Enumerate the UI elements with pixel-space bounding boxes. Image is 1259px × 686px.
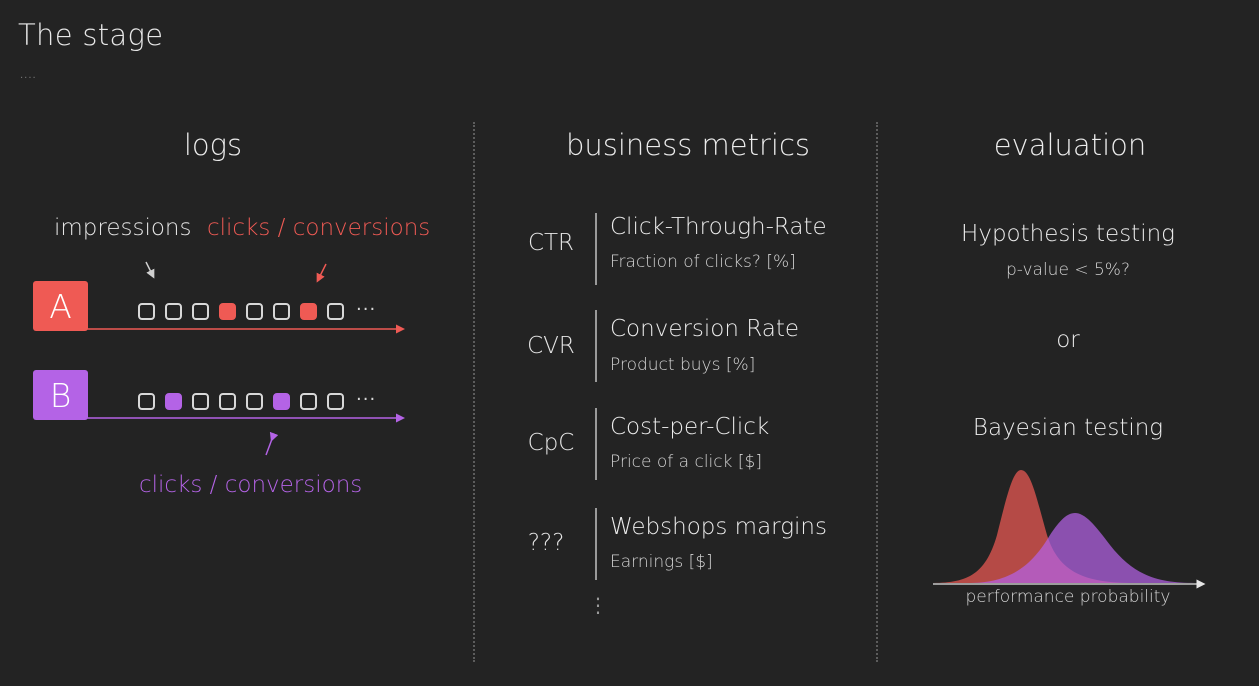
bayesian-testing-label: Bayesian testing (972, 415, 1164, 441)
metric-bar (595, 310, 597, 382)
variant-a-badge: A (33, 281, 88, 331)
variant-a-impression-event (192, 303, 209, 320)
p-value-label: p-value < 5%? (1006, 260, 1130, 280)
subtitle-dots: .... (20, 70, 37, 81)
variant-b-impression-event (219, 393, 236, 410)
or-label: or (1056, 327, 1080, 353)
distribution-b-curve (970, 513, 1195, 583)
variant-a-conversion-event (300, 303, 317, 320)
metric-name-ctr: Click-Through-Rate (610, 214, 827, 240)
posterior-distributions (930, 470, 1206, 589)
variant-b-impression-event (192, 393, 209, 410)
performance-probability-label: performance probability (965, 587, 1171, 607)
variant-b-impression-event (246, 393, 263, 410)
impressions-arrow (145, 261, 155, 279)
metric-bar (595, 408, 597, 480)
variant-a-impression-event (327, 303, 344, 320)
variant-b-ellipsis: ··· (356, 389, 377, 410)
logs-heading: logs (183, 128, 243, 162)
variant-a-impression-event (165, 303, 182, 320)
metric-desc-margins: Earnings [$] (610, 552, 713, 572)
variant-b-conversion-event (273, 393, 290, 410)
variant-a-conversion-event (219, 303, 236, 320)
metric-name-cpc: Cost-per-Click (610, 414, 770, 440)
variant-a-impression-event (138, 303, 155, 320)
variant-b-events (138, 393, 358, 413)
variant-b-conversion-event (165, 393, 182, 410)
slide-title: The stage (18, 18, 164, 52)
variant-b-badge: B (33, 370, 88, 420)
variant-a-impression-event (273, 303, 290, 320)
metric-desc-cpc: Price of a click [$] (610, 452, 762, 472)
variant-b-impression-event (300, 393, 317, 410)
clicks-arrow-b (265, 431, 279, 456)
variant-a-ellipsis: ··· (356, 299, 377, 320)
hypothesis-testing-label: Hypothesis testing (961, 221, 1175, 247)
metric-abbr-cvr: CVR (527, 333, 575, 359)
impressions-label: impressions (54, 215, 192, 241)
business-metrics-heading: business metrics (565, 128, 811, 162)
metric-abbr-unknown: ??? (527, 530, 565, 556)
variant-b-impression-event (327, 393, 344, 410)
metric-desc-ctr: Fraction of clicks? [%] (610, 252, 796, 272)
metric-bar (595, 213, 597, 285)
metric-bar (595, 508, 597, 580)
metric-abbr-ctr: CTR (527, 230, 575, 256)
metric-name-margins: Webshops margins (610, 514, 827, 540)
metric-abbr-cpc: CpC (527, 430, 575, 456)
variant-b-impression-event (138, 393, 155, 410)
clicks-arrow-a (316, 263, 327, 283)
variant-a-events (138, 303, 358, 323)
clicks-conversions-label-a: clicks / conversions (207, 215, 431, 241)
column-divider-right (876, 122, 878, 662)
more-metrics-ellipsis: ⋮ (588, 593, 608, 617)
column-divider-left (473, 122, 475, 662)
metric-name-cvr: Conversion Rate (610, 316, 799, 342)
distribution-a-curve (930, 470, 1135, 583)
clicks-conversions-label-b: clicks / conversions (139, 472, 363, 498)
evaluation-heading: evaluation (993, 128, 1147, 162)
variant-a-impression-event (246, 303, 263, 320)
metric-desc-cvr: Product buys [%] (610, 355, 756, 375)
